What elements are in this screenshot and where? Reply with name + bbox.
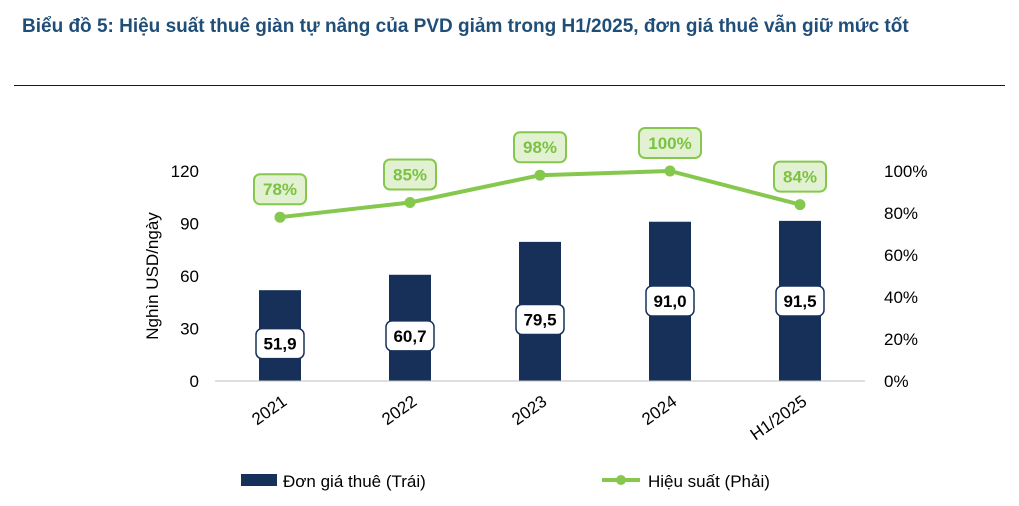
left-tick-label: 90 bbox=[180, 215, 199, 234]
category-label: 2024 bbox=[638, 392, 680, 429]
line-point bbox=[794, 199, 806, 211]
left-axis-ticks: 0 30 60 90 120 bbox=[171, 162, 199, 391]
line-point bbox=[274, 211, 286, 223]
category-labels: 2021 2022 2023 2024 H1/2025 bbox=[248, 392, 810, 444]
bar-data-labels: 51,9 60,7 79,5 91,0 91,5 bbox=[255, 285, 825, 360]
right-tick-label: 100% bbox=[884, 162, 927, 181]
right-axis-ticks: 0% 20% 40% 60% 80% 100% bbox=[884, 162, 927, 391]
right-tick-label: 0% bbox=[884, 372, 909, 391]
y-axis-label: Nghìn USD/ngày bbox=[143, 212, 162, 340]
legend-line-label: Hiệu suất (Phải) bbox=[648, 472, 770, 491]
line-data-labels: 78% 85% 98% 100% 84% bbox=[253, 127, 827, 206]
legend-bar-label: Đơn giá thuê (Trái) bbox=[283, 472, 426, 491]
left-tick-label: 120 bbox=[171, 162, 199, 181]
legend-line-marker bbox=[616, 475, 626, 485]
line-data-label: 98% bbox=[523, 138, 557, 157]
right-tick-label: 60% bbox=[884, 246, 918, 265]
right-tick-label: 20% bbox=[884, 330, 918, 349]
bar-label-box bbox=[645, 285, 695, 317]
line-label-box bbox=[383, 158, 437, 191]
bar-label-box bbox=[775, 285, 825, 317]
right-tick-label: 40% bbox=[884, 288, 918, 307]
bar-data-label: 91,0 bbox=[653, 292, 686, 311]
line-point bbox=[404, 197, 416, 208]
bar-label-box bbox=[255, 327, 305, 360]
category-label: H1/2025 bbox=[747, 392, 811, 444]
bar-data-label: 79,5 bbox=[523, 310, 556, 329]
chart-title: Biểu đồ 5: Hiệu suất thuê giàn tự nâng c… bbox=[22, 16, 909, 37]
line-data-label: 78% bbox=[263, 180, 297, 199]
line-point bbox=[664, 165, 676, 177]
bar-label-box bbox=[385, 320, 435, 352]
category-label: 2021 bbox=[248, 392, 290, 429]
line-series bbox=[274, 165, 806, 223]
line-label-box bbox=[773, 160, 827, 193]
category-label: 2022 bbox=[378, 392, 420, 429]
line-data-label: 100% bbox=[648, 134, 691, 153]
bar-data-label: 60,7 bbox=[393, 327, 426, 346]
legend: Đơn giá thuê (Trái) Hiệu suất (Phải) bbox=[241, 472, 770, 491]
line-point bbox=[534, 169, 546, 181]
line-label-box bbox=[253, 173, 307, 206]
bar-data-label: 51,9 bbox=[263, 335, 296, 354]
bar-label-box bbox=[515, 303, 565, 336]
line-label-box bbox=[638, 127, 702, 159]
legend-bar-swatch bbox=[241, 474, 277, 486]
left-tick-label: 0 bbox=[190, 372, 199, 391]
bar-series bbox=[259, 220, 821, 381]
title-divider bbox=[14, 85, 1005, 86]
category-label: 2023 bbox=[508, 392, 550, 429]
right-tick-label: 80% bbox=[884, 204, 918, 223]
left-tick-label: 30 bbox=[180, 320, 199, 339]
line-label-box bbox=[513, 131, 567, 164]
line-data-label: 85% bbox=[393, 166, 427, 185]
left-tick-label: 60 bbox=[180, 267, 199, 286]
bar-data-label: 91,5 bbox=[783, 292, 816, 311]
line-data-label: 84% bbox=[783, 168, 817, 187]
